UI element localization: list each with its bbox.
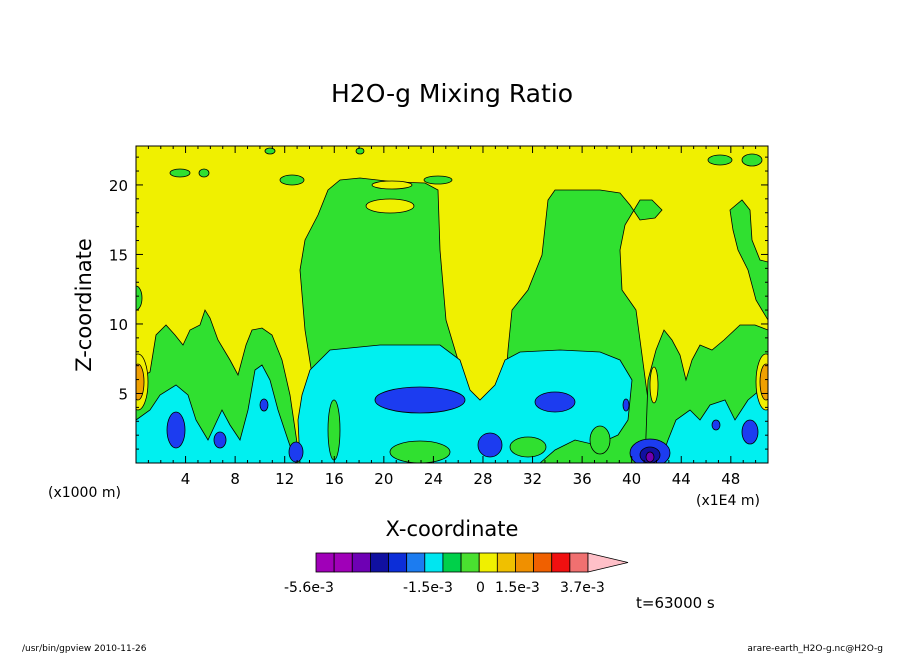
contour-blue-blob xyxy=(534,391,576,413)
chart-title: H2O-g Mixing Ratio xyxy=(331,79,573,108)
x-tick-label: 48 xyxy=(721,470,740,488)
colorbar-segment xyxy=(315,552,335,573)
contour-blue-blob xyxy=(741,419,759,445)
x-tick-label: 20 xyxy=(374,470,393,488)
contour-green-blob xyxy=(355,147,365,155)
contour-green-blob xyxy=(279,174,305,186)
contour-green-upper-right xyxy=(729,199,768,321)
contour-yellow-hole xyxy=(365,198,415,214)
contour-field xyxy=(136,146,768,463)
contour-green-island xyxy=(327,399,341,461)
colorbar xyxy=(315,552,629,573)
contour-blue-blob xyxy=(166,411,186,449)
contour-green-blob xyxy=(264,147,276,155)
contour-green-blob xyxy=(741,153,763,167)
colorbar-segment xyxy=(496,552,516,573)
colorbar-segment xyxy=(460,552,480,573)
contour-blue-blob xyxy=(374,386,466,414)
colorbar-label: -1.5e-3 xyxy=(403,580,453,596)
y-axis: 5 10 15 20 xyxy=(109,156,768,450)
x-tick-label: 12 xyxy=(275,470,294,488)
x-tick-label: 4 xyxy=(181,470,191,488)
contour-blue-blob xyxy=(288,441,304,463)
contour-green-blob xyxy=(198,168,210,178)
contour-green-island xyxy=(509,436,547,458)
footer-left: /usr/bin/gpview 2010-11-26 xyxy=(22,644,147,654)
contour-green-blob xyxy=(707,154,733,166)
contour-green-island xyxy=(589,425,611,455)
x-axis: 4 8 12 16 20 24 28 32 36 40 44 48 xyxy=(147,146,757,488)
colorbar-labels: -5.6e-3 -1.5e-3 0 1.5e-3 3.7e-3 xyxy=(284,580,605,596)
x-tick-label: 16 xyxy=(325,470,344,488)
colorbar-segment xyxy=(351,552,371,573)
contour-blue-blob xyxy=(259,398,269,412)
contour-orange-edge xyxy=(759,363,768,401)
colorbar-segment xyxy=(442,552,462,573)
x-unit-right: (x1E4 m) xyxy=(696,493,760,509)
contour-blue-blob xyxy=(477,432,503,458)
colorbar-segment xyxy=(424,552,444,573)
colorbar-label: -5.6e-3 xyxy=(284,580,334,596)
colorbar-label: 1.5e-3 xyxy=(495,580,540,596)
colorbar-segment xyxy=(388,552,408,573)
colorbar-segment xyxy=(333,552,353,573)
colorbar-label: 3.7e-3 xyxy=(560,580,605,596)
x-tick-label: 36 xyxy=(573,470,592,488)
contour-yellow-island xyxy=(649,366,659,404)
x-tick-label: 28 xyxy=(473,470,492,488)
contour-green-blob xyxy=(423,175,453,185)
x-tick-label: 44 xyxy=(672,470,691,488)
colorbar-segment xyxy=(478,552,498,573)
colorbar-segment xyxy=(551,552,571,573)
y-tick-label: 20 xyxy=(109,177,128,195)
x-tick-label: 8 xyxy=(230,470,240,488)
footer-right: arare-earth_H2O-g.nc@H2O-g xyxy=(747,644,883,654)
plot-frame xyxy=(135,145,769,464)
x-tick-label: 40 xyxy=(622,470,641,488)
x-tick-label: 24 xyxy=(424,470,443,488)
colorbar-segment xyxy=(369,552,389,573)
y-tick-label: 10 xyxy=(109,316,128,334)
time-label: t=63000 s xyxy=(636,594,715,612)
colorbar-segment xyxy=(533,552,553,573)
y-tick-label: 5 xyxy=(118,385,128,403)
contour-green-island xyxy=(389,440,451,463)
contour-green-blob xyxy=(169,168,191,178)
colorbar-segment xyxy=(406,552,426,573)
contour-yellow-hole xyxy=(371,180,413,190)
x-tick-label: 32 xyxy=(523,470,542,488)
contour-violet-blob xyxy=(645,451,655,463)
y-axis-title: Z-coordinate xyxy=(72,238,96,372)
colorbar-segment xyxy=(515,552,535,573)
contour-blue-blob xyxy=(213,431,227,449)
colorbar-segment xyxy=(569,552,589,573)
colorbar-overflow-arrow xyxy=(587,552,629,573)
y-tick-label: 15 xyxy=(109,246,128,264)
x-unit-left: (x1000 m) xyxy=(48,485,121,501)
colorbar-label: 0 xyxy=(476,580,485,596)
contour-blue-blob xyxy=(622,398,630,412)
contour-green-blob xyxy=(136,285,143,311)
contour-blue-blob xyxy=(711,419,721,431)
x-axis-title: X-coordinate xyxy=(386,517,519,541)
contour-orange-edge xyxy=(136,363,145,401)
